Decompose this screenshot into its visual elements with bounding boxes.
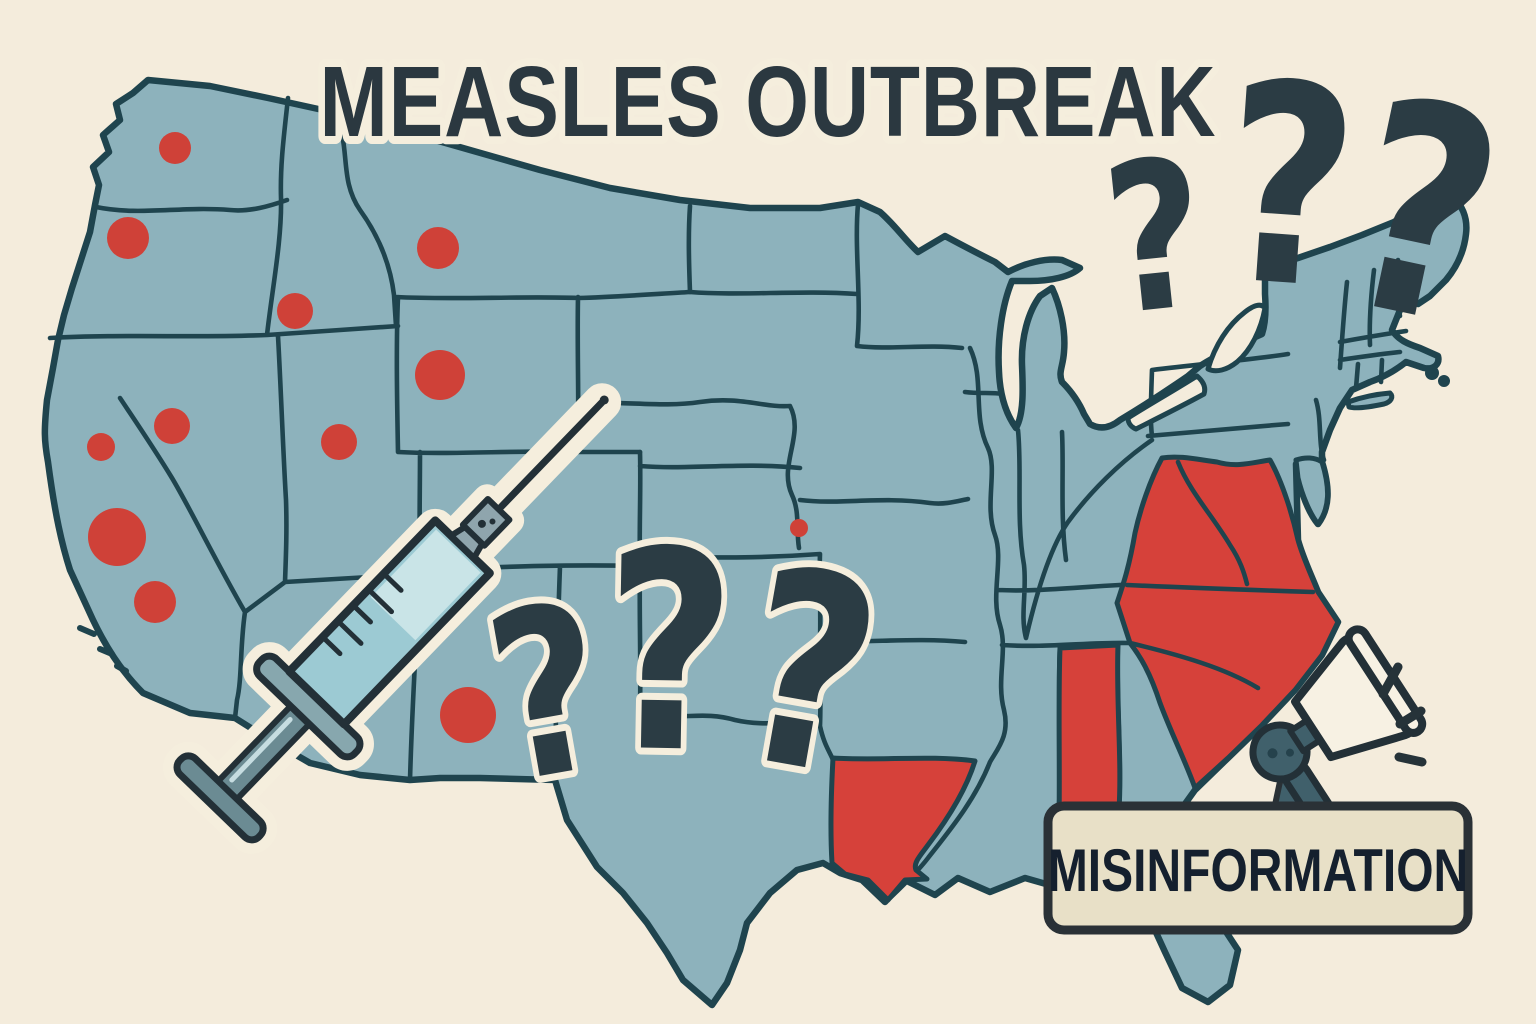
hub-speck (477, 519, 486, 528)
syringe-scale-ticks (321, 572, 404, 657)
state-west-virginia-virginia-carolinas (1114, 454, 1341, 791)
lake-erie (1125, 373, 1208, 432)
state-borders-northeast (1313, 257, 1409, 463)
delmarva-peninsula (1293, 455, 1331, 527)
measles-case-dot-new-mexico (440, 687, 496, 743)
measles-case-dot-montana (417, 227, 459, 269)
syringe-icon (163, 383, 622, 854)
question-mark-icon: ? (1213, 24, 1366, 352)
red-states-inner-borders (1124, 459, 1316, 691)
syringe-liquid (370, 529, 481, 641)
syringe-needle (497, 399, 606, 511)
misinformation-sign: MISINFORMATION (1043, 801, 1473, 935)
coastal-islands (77, 366, 1450, 674)
lake-ontario (1205, 302, 1268, 374)
measles-case-dot-oregon (107, 217, 149, 259)
knob-speck (1285, 748, 1294, 757)
outbreak-dots-layer (87, 132, 808, 743)
state-borders-central (417, 398, 971, 783)
great-lakes (1125, 302, 1268, 432)
measles-case-dot-utah (321, 424, 357, 460)
hub-speck (489, 518, 496, 525)
sign-board (1043, 801, 1473, 935)
measles-case-dot-missouri (790, 519, 808, 537)
state-louisiana (828, 755, 978, 903)
measles-case-dot-california-south (134, 581, 176, 623)
measles-case-dot-washington (159, 132, 191, 164)
plunger-highlight (229, 717, 293, 783)
measles-case-dot-nevada (154, 408, 190, 444)
sign-label: MISINFORMATION (1048, 837, 1468, 904)
measles-case-dot-wyoming (415, 350, 465, 400)
measles-case-dot-california-north (87, 433, 115, 461)
state-borders-west (47, 95, 693, 783)
long-island (1345, 390, 1395, 411)
question-mark-icon: ? (601, 493, 737, 815)
knob-speck (1267, 748, 1278, 759)
page-title: MEASLES OUTBREAK (320, 46, 1217, 158)
sound-waves-icon (1378, 662, 1427, 767)
measles-case-dot-california-central (88, 508, 146, 566)
measles-case-dot-idaho (277, 293, 313, 329)
needle-tip (599, 395, 609, 405)
